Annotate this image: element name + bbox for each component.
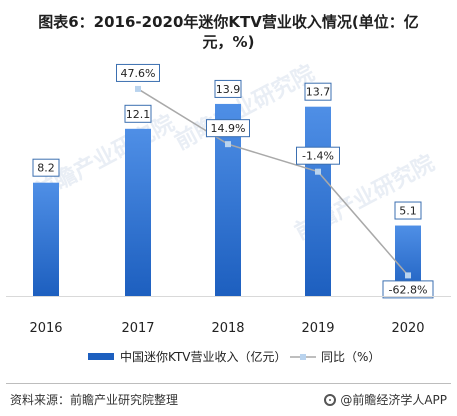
yoy-value-label-box bbox=[206, 119, 250, 138]
chart-title: 图表6：2016-2020年迷你KTV营业收入情况(单位：亿 元，%) bbox=[0, 12, 457, 52]
brand: @前瞻经济学人APP bbox=[324, 391, 447, 408]
bars-layer bbox=[33, 103, 421, 296]
legend: 中国迷你KTV营业收入（亿元） 同比（%） bbox=[88, 349, 380, 364]
yoy-point bbox=[135, 85, 141, 92]
watermark-text: 前瞻产业研究院 bbox=[171, 60, 319, 155]
yoy-point bbox=[315, 168, 321, 175]
yoy-value-label-box bbox=[296, 146, 340, 165]
yoy-value-label: -62.8% bbox=[389, 283, 428, 296]
line-layer bbox=[135, 85, 411, 279]
yoy-point bbox=[225, 141, 231, 148]
bar bbox=[125, 128, 151, 296]
legend-bar-swatch bbox=[88, 353, 114, 360]
bar-value-label-box bbox=[394, 201, 422, 220]
bar-value-label-box bbox=[304, 82, 332, 101]
legend-line-label: 同比（%） bbox=[321, 350, 380, 364]
bar-value-label-box bbox=[32, 158, 60, 177]
bar bbox=[33, 182, 59, 296]
yoy-value-label: 14.9% bbox=[211, 122, 246, 135]
bar-value-label-box bbox=[214, 79, 242, 98]
chart-title-line1: 图表6：2016-2020年迷你KTV营业收入情况(单位：亿 bbox=[38, 13, 419, 31]
yoy-value-label-box bbox=[116, 63, 160, 82]
yoy-point bbox=[405, 272, 411, 279]
source-note: 资料来源：前瞻产业研究院整理 bbox=[10, 393, 179, 407]
qianzhan-logo-icon bbox=[324, 393, 337, 406]
bar-value-label-box bbox=[124, 104, 152, 123]
x-axis: 2016 2017 2018 2019 2020 bbox=[6, 296, 451, 336]
bar-value-label: 5.1 bbox=[399, 205, 417, 218]
legend-line-marker bbox=[300, 354, 306, 360]
bar-value-label: 8.2 bbox=[37, 162, 55, 175]
x-tick-label: 2020 bbox=[391, 321, 424, 336]
legend-bar-label: 中国迷你KTV营业收入（亿元） bbox=[120, 349, 286, 364]
yoy-value-label: -1.4% bbox=[302, 150, 334, 163]
chart-title-line2: 元，%) bbox=[202, 33, 255, 51]
footer-divider bbox=[6, 383, 451, 384]
bar bbox=[305, 106, 331, 296]
x-tick-label: 2017 bbox=[121, 321, 154, 336]
bar-value-label: 13.7 bbox=[306, 86, 331, 99]
x-tick-label: 2019 bbox=[301, 321, 334, 336]
yoy-value-label-box bbox=[382, 280, 434, 299]
bar-value-label: 12.1 bbox=[126, 108, 151, 121]
x-tick-label: 2016 bbox=[29, 321, 62, 336]
x-tick-label: 2018 bbox=[211, 321, 244, 336]
yoy-line bbox=[137, 88, 409, 276]
bar-value-label: 13.9 bbox=[216, 83, 241, 96]
yoy-value-label: 47.6% bbox=[121, 67, 156, 80]
brand-label: @前瞻经济学人APP bbox=[340, 393, 447, 407]
footer: 资料来源：前瞻产业研究院整理 @前瞻经济学人APP bbox=[10, 389, 447, 409]
labels-layer: 8.2 12.1 13.9 13.7 5.1 47.6% 14.9% -1.4% -62.8% bbox=[32, 63, 434, 299]
